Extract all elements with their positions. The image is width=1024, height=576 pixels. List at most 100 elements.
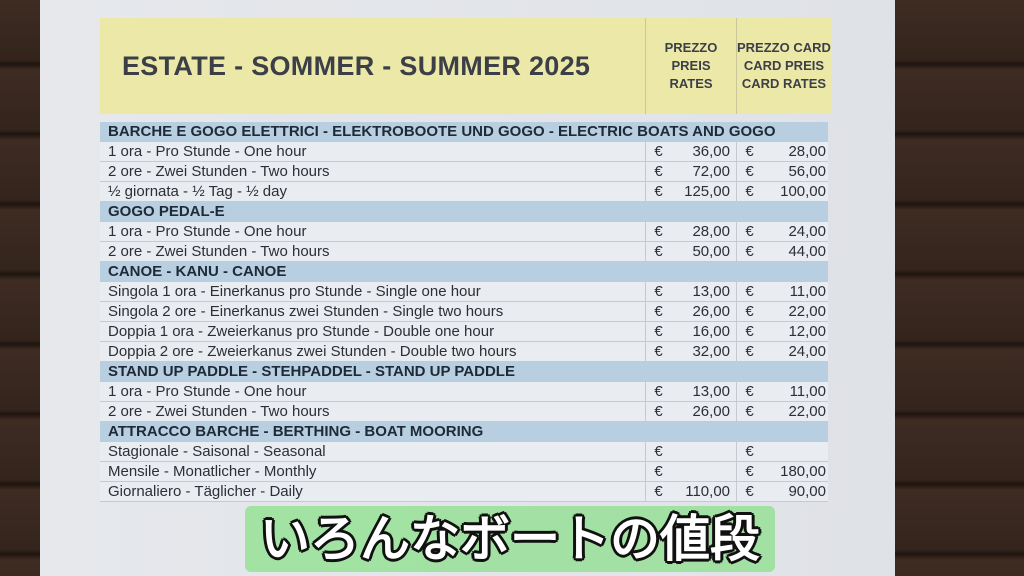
card-price: 12,00 bbox=[788, 323, 826, 340]
item-label: Doppia 2 ore - Zweierkanus zwei Stunden … bbox=[108, 343, 517, 360]
section-title: GOGO PEDAL-E bbox=[108, 203, 225, 220]
price: 50,00 bbox=[692, 243, 730, 260]
table-row: 2 ore - Zwei Stunden - Two hours € 50,00… bbox=[100, 242, 828, 262]
currency: € bbox=[645, 222, 671, 241]
table-row: 1 ora - Pro Stunde - One hour € 36,00 € … bbox=[100, 142, 828, 162]
header-line: PREIS bbox=[671, 58, 711, 73]
currency: € bbox=[645, 482, 671, 501]
currency: € bbox=[645, 182, 671, 201]
item-label: ½ giornata - ½ Tag - ½ day bbox=[108, 183, 287, 200]
table-row: Singola 2 ore - Einerkanus zwei Stunden … bbox=[100, 302, 828, 322]
item-label: Mensile - Monatlicher - Monthly bbox=[108, 463, 317, 480]
currency: € bbox=[645, 342, 671, 361]
currency: € bbox=[645, 442, 671, 461]
price bbox=[671, 442, 736, 461]
item-label: Singola 2 ore - Einerkanus zwei Stunden … bbox=[108, 303, 504, 320]
item-label: Singola 1 ora - Einerkanus pro Stunde - … bbox=[108, 283, 481, 300]
table-row: Doppia 2 ore - Zweierkanus zwei Stunden … bbox=[100, 342, 828, 362]
card-price: 100,00 bbox=[780, 183, 826, 200]
table-row: Singola 1 ora - Einerkanus pro Stunde - … bbox=[100, 282, 828, 302]
currency: € bbox=[736, 322, 762, 341]
wood-wall-right bbox=[895, 0, 1024, 576]
table-row: 1 ora - Pro Stunde - One hour € 13,00 € … bbox=[100, 382, 828, 402]
wood-wall-left bbox=[0, 0, 40, 576]
page-title: ESTATE - SOMMER - SUMMER 2025 bbox=[100, 18, 645, 114]
currency: € bbox=[645, 382, 671, 401]
currency: € bbox=[736, 342, 762, 361]
section-title: BARCHE E GOGO ELETTRICI - ELEKTROBOOTE U… bbox=[108, 123, 776, 140]
price: 26,00 bbox=[692, 403, 730, 420]
currency: € bbox=[736, 182, 762, 201]
table-row: 2 ore - Zwei Stunden - Two hours € 26,00… bbox=[100, 402, 828, 422]
section-header: CANOE - KANU - CANOE bbox=[100, 262, 828, 282]
currency: € bbox=[645, 462, 671, 481]
currency: € bbox=[736, 402, 762, 421]
section-title: STAND UP PADDLE - STEHPADDEL - STAND UP … bbox=[108, 363, 515, 380]
video-subtitle: いろんなボートの値段 bbox=[245, 506, 775, 572]
price: 72,00 bbox=[692, 163, 730, 180]
currency: € bbox=[736, 162, 762, 181]
currency: € bbox=[736, 142, 762, 161]
currency: € bbox=[645, 242, 671, 261]
currency: € bbox=[736, 242, 762, 261]
item-label: 2 ore - Zwei Stunden - Two hours bbox=[108, 163, 330, 180]
item-label: 2 ore - Zwei Stunden - Two hours bbox=[108, 403, 330, 420]
currency: € bbox=[736, 442, 762, 461]
table-row: ½ giornata - ½ Tag - ½ day € 125,00 € 10… bbox=[100, 182, 828, 202]
price: 13,00 bbox=[692, 283, 730, 300]
header-line: PREZZO bbox=[664, 40, 718, 55]
price: 125,00 bbox=[684, 183, 730, 200]
card-price: 24,00 bbox=[788, 223, 826, 240]
header-line: CARD PREIS bbox=[743, 58, 825, 73]
currency: € bbox=[736, 302, 762, 321]
price bbox=[671, 462, 736, 481]
price-list-header: ESTATE - SOMMER - SUMMER 2025 PREZZO PRE… bbox=[100, 18, 831, 114]
currency: € bbox=[645, 402, 671, 421]
price: 110,00 bbox=[685, 483, 730, 500]
section-header: STAND UP PADDLE - STEHPADDEL - STAND UP … bbox=[100, 362, 828, 382]
card-price: 180,00 bbox=[780, 463, 826, 480]
table-row: 1 ora - Pro Stunde - One hour € 28,00 € … bbox=[100, 222, 828, 242]
item-label: 1 ora - Pro Stunde - One hour bbox=[108, 383, 307, 400]
currency: € bbox=[645, 162, 671, 181]
card-price: 24,00 bbox=[788, 343, 826, 360]
section-title: CANOE - KANU - CANOE bbox=[108, 263, 287, 280]
currency: € bbox=[736, 282, 762, 301]
currency: € bbox=[645, 282, 671, 301]
price: 28,00 bbox=[692, 223, 730, 240]
header-line: PREZZO CARD bbox=[737, 40, 831, 55]
card-price: 28,00 bbox=[788, 143, 826, 160]
currency: € bbox=[736, 222, 762, 241]
currency: € bbox=[736, 482, 762, 501]
section-header: GOGO PEDAL-E bbox=[100, 202, 828, 222]
price: 36,00 bbox=[692, 143, 730, 160]
currency: € bbox=[645, 322, 671, 341]
table-row: Mensile - Monatlicher - Monthly € € 180,… bbox=[100, 462, 828, 482]
item-label: Giornaliero - Täglicher - Daily bbox=[108, 483, 303, 500]
card-price: 11,00 bbox=[789, 383, 826, 400]
item-label: 2 ore - Zwei Stunden - Two hours bbox=[108, 243, 330, 260]
table-row: Doppia 1 ora - Zweierkanus pro Stunde - … bbox=[100, 322, 828, 342]
currency: € bbox=[736, 382, 762, 401]
section-header: BARCHE E GOGO ELETTRICI - ELEKTROBOOTE U… bbox=[100, 122, 828, 142]
card-price bbox=[762, 442, 830, 461]
card-price: 22,00 bbox=[788, 303, 826, 320]
table-row: Stagionale - Saisonal - Seasonal € € bbox=[100, 442, 828, 462]
price: 32,00 bbox=[692, 343, 730, 360]
table-row: 2 ore - Zwei Stunden - Two hours € 72,00… bbox=[100, 162, 828, 182]
card-price: 56,00 bbox=[788, 163, 826, 180]
currency: € bbox=[645, 142, 671, 161]
card-price: 90,00 bbox=[788, 483, 826, 500]
price: 13,00 bbox=[692, 383, 730, 400]
price: 16,00 bbox=[692, 323, 730, 340]
price: 26,00 bbox=[692, 303, 730, 320]
item-label: 1 ora - Pro Stunde - One hour bbox=[108, 223, 307, 240]
header-line: RATES bbox=[669, 76, 713, 91]
header-line: CARD RATES bbox=[741, 76, 827, 91]
item-label: 1 ora - Pro Stunde - One hour bbox=[108, 143, 307, 160]
card-rates-column-header: PREZZO CARD CARD PREIS CARD RATES bbox=[736, 18, 831, 114]
price-table: BARCHE E GOGO ELETTRICI - ELEKTROBOOTE U… bbox=[100, 122, 828, 502]
item-label: Stagionale - Saisonal - Seasonal bbox=[108, 443, 326, 460]
section-title: ATTRACCO BARCHE - BERTHING - BOAT MOORIN… bbox=[108, 423, 484, 440]
item-label: Doppia 1 ora - Zweierkanus pro Stunde - … bbox=[108, 323, 495, 340]
